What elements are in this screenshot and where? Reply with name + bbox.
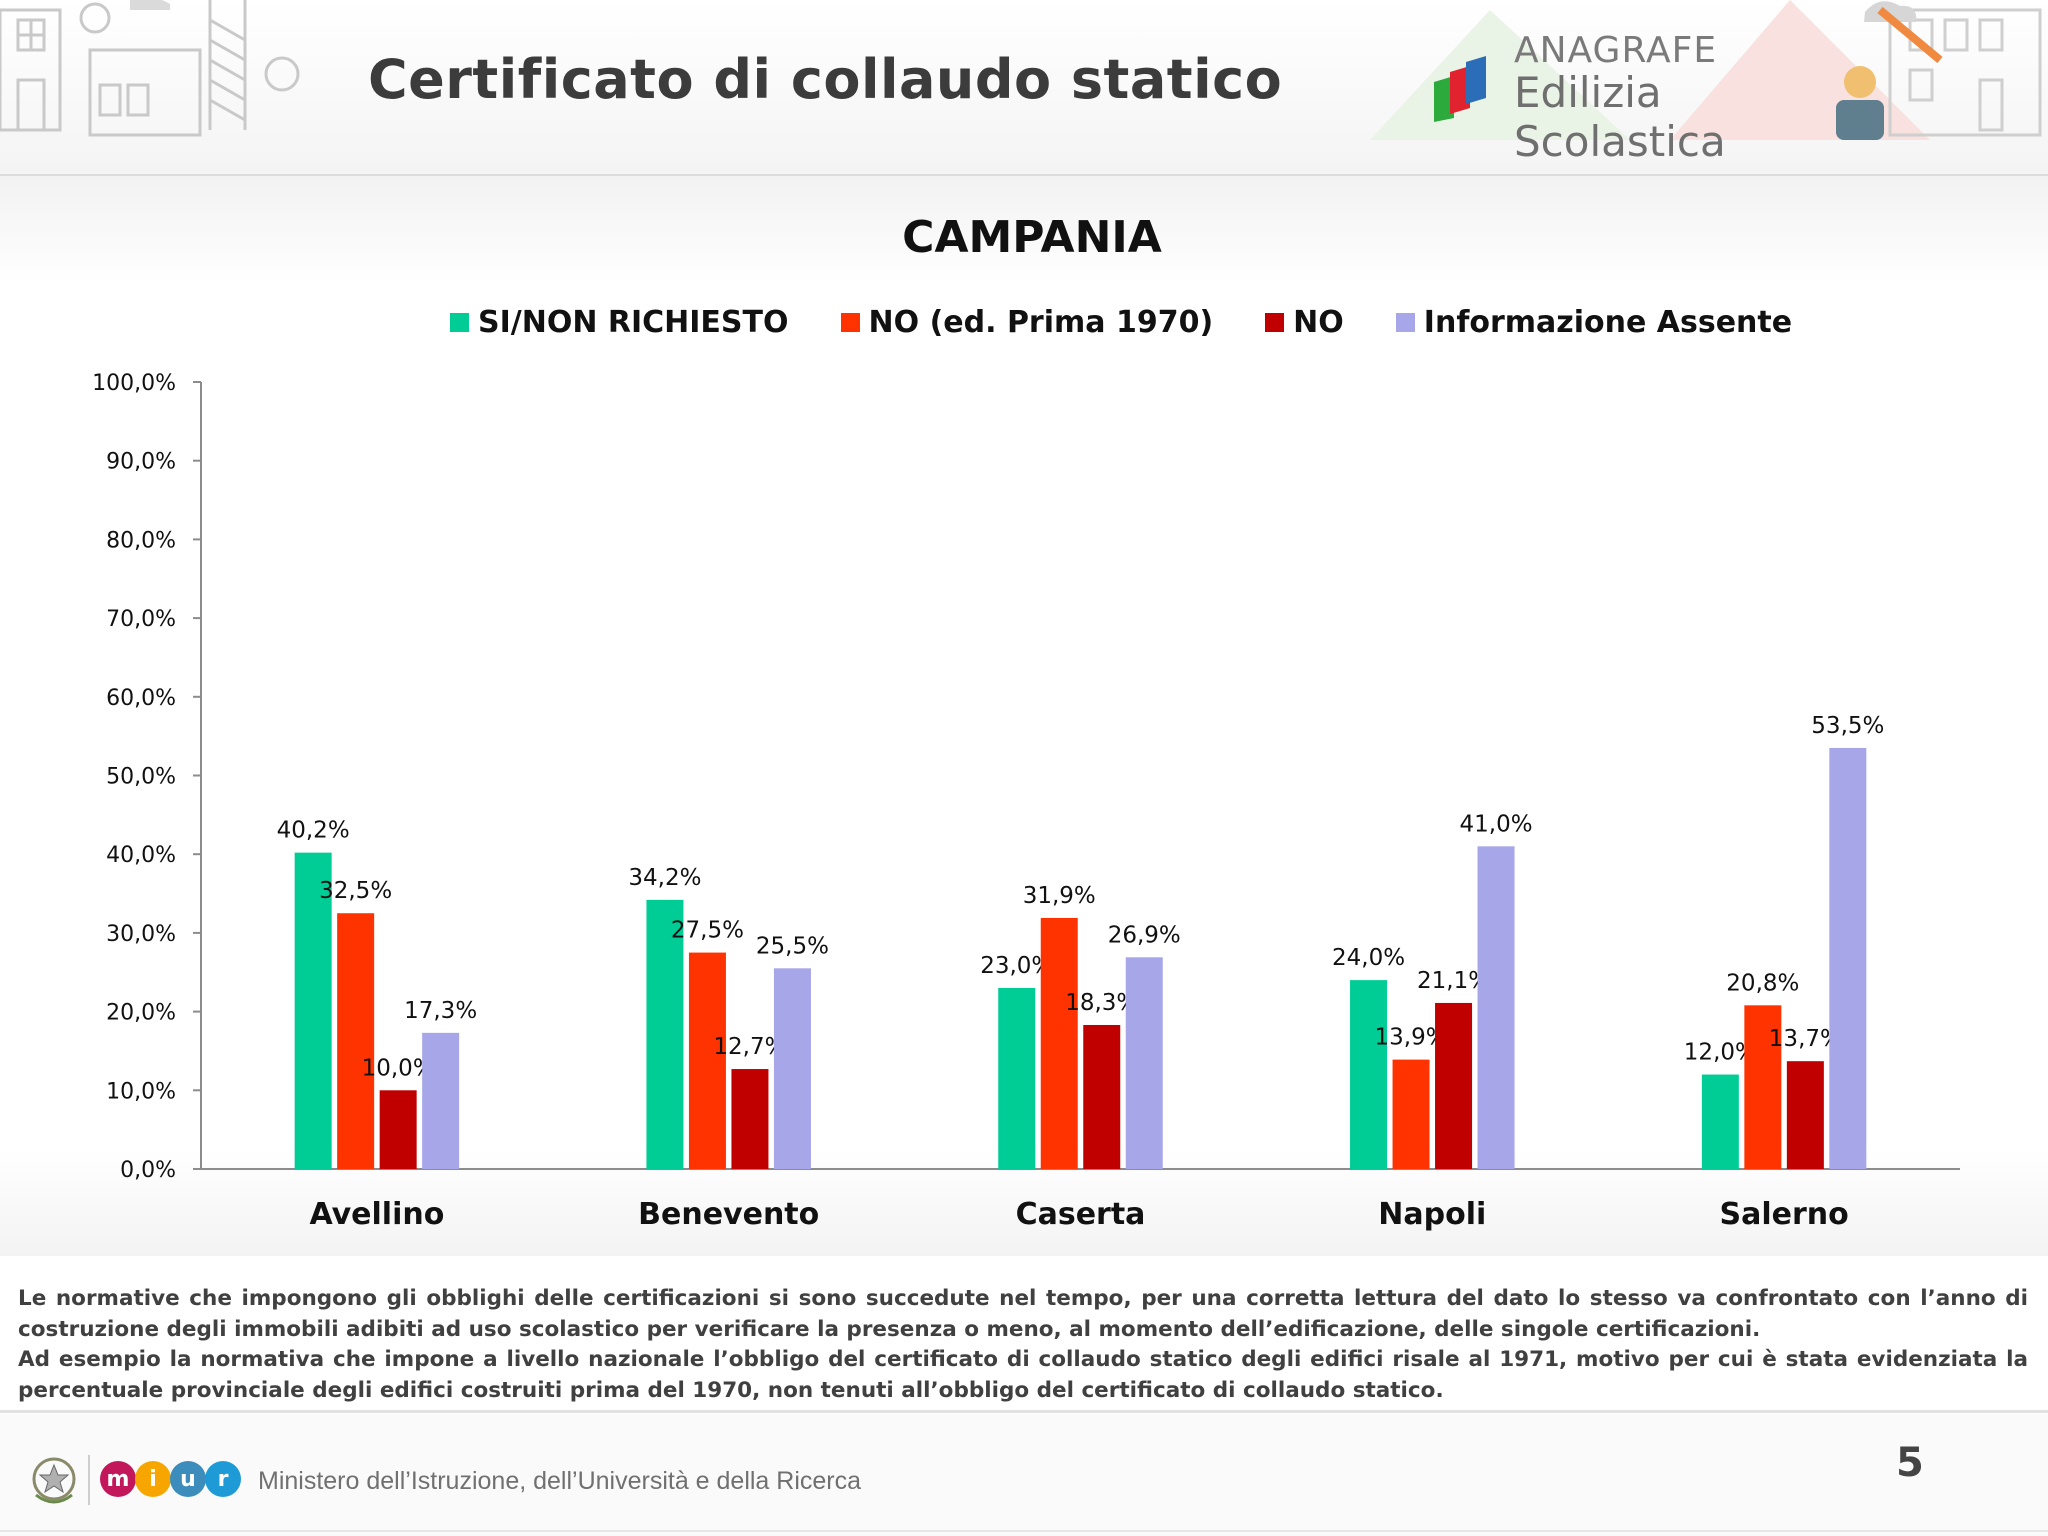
data-label: 17,3% <box>404 998 477 1024</box>
y-tick-label: 80,0% <box>106 528 176 553</box>
data-label: 25,5% <box>756 933 829 959</box>
anagrafe-brand: ANAGRAFE Edilizia Scolastica <box>1428 26 1848 166</box>
bar <box>1786 1061 1824 1169</box>
legend-swatch <box>1265 312 1285 332</box>
data-label: 27,5% <box>671 918 744 944</box>
bar <box>688 952 726 1169</box>
bar <box>1435 1002 1473 1169</box>
legend-item-no: NO <box>1265 305 1344 340</box>
data-label: 40,2% <box>277 818 350 844</box>
anagrafe-logo-icon <box>1434 56 1486 122</box>
data-label: 53,5% <box>1811 713 1884 739</box>
legend-swatch <box>840 312 860 332</box>
data-label: 41,0% <box>1460 811 1533 837</box>
bar <box>646 899 684 1169</box>
school-building-illustration <box>0 0 300 137</box>
y-tick-label: 90,0% <box>106 450 176 475</box>
legend-label: NO <box>1293 304 1344 340</box>
legend-item-no-prima-1970: NO (ed. Prima 1970) <box>840 304 1214 340</box>
bar <box>1125 957 1163 1169</box>
page-number: 5 <box>1896 1440 1924 1486</box>
y-tick-label: 20,0% <box>106 1001 176 1026</box>
legend-label: SI/NON RICHIESTO <box>478 304 789 340</box>
slide-header: Certificato di collaudo statico ANAGRAFE… <box>0 0 2048 176</box>
data-label: 26,9% <box>1108 922 1181 948</box>
bar <box>1477 846 1515 1169</box>
divider <box>0 1530 2048 1532</box>
x-tick-label: Avellino <box>309 1197 444 1232</box>
legend-swatch <box>450 312 469 332</box>
brand-subtitle: Edilizia Scolastica <box>1514 68 1726 166</box>
bar <box>731 1069 769 1169</box>
y-tick-label: 40,0% <box>106 843 176 868</box>
chart-title: CAMPANIA <box>902 212 1162 263</box>
miur-letter: m <box>100 1461 136 1497</box>
legend-label: Informazione Assente <box>1423 304 1793 340</box>
y-tick-label: 10,0% <box>106 1079 176 1104</box>
miur-logo: m i u r <box>100 1461 244 1501</box>
legend-swatch <box>1395 312 1415 332</box>
y-tick-label: 100,0% <box>92 371 176 396</box>
bar <box>379 1090 417 1169</box>
data-label: 34,2% <box>628 865 701 891</box>
bar <box>1829 747 1867 1169</box>
legend-label: NO (ed. Prima 1970) <box>868 304 1214 340</box>
slide-footer <box>0 1414 2048 1536</box>
divider <box>88 1455 90 1505</box>
notes-paragraph-2: Ad esempio la normativa che impone a liv… <box>18 1347 2028 1403</box>
chart-legend: SI/NON RICHIESTO NO (ed. Prima 1970) NO … <box>450 300 1844 344</box>
y-tick-label: 30,0% <box>106 922 176 947</box>
bar <box>1083 1024 1121 1169</box>
miur-letter: u <box>170 1461 206 1497</box>
y-tick-label: 70,0% <box>106 607 176 632</box>
y-tick-label: 0,0% <box>120 1158 176 1183</box>
bar <box>998 987 1036 1169</box>
notes-paragraph-1: Le normative che impongono gli obblighi … <box>18 1286 2028 1342</box>
bar <box>422 1032 460 1169</box>
x-tick-label: Benevento <box>638 1197 819 1232</box>
miur-letter: r <box>205 1461 241 1497</box>
x-tick-label: Napoli <box>1378 1197 1486 1232</box>
bar-chart: 0,0% 10,0% 20,0% 30,0% 40,0% 50,0% 60,0% 70,0% 8… <box>92 371 1960 1232</box>
data-label: 20,8% <box>1726 970 1799 996</box>
italian-republic-emblem-icon <box>32 1457 76 1504</box>
brand-title: ANAGRAFE <box>1514 30 1718 71</box>
bar <box>1392 1059 1430 1169</box>
miur-letter: i <box>135 1461 171 1497</box>
bar <box>1701 1074 1739 1169</box>
y-tick-label: 50,0% <box>106 765 176 790</box>
bar <box>1350 980 1388 1169</box>
bar <box>294 852 332 1169</box>
ministry-name: Ministero dell’Istruzione, dell’Universi… <box>258 1467 862 1495</box>
data-label: 24,0% <box>1332 945 1405 971</box>
bar <box>337 913 375 1169</box>
x-tick-label: Caserta <box>1016 1197 1146 1232</box>
data-label: 32,5% <box>319 878 392 904</box>
bar <box>773 968 811 1169</box>
bar <box>1040 917 1078 1169</box>
legend-item-informazione-assente: Informazione Assente <box>1395 304 1793 340</box>
x-tick-label: Salerno <box>1719 1197 1848 1232</box>
page-title: Certificato di collaudo statico <box>368 48 1283 111</box>
legend-item-si: SI/NON RICHIESTO <box>450 305 789 340</box>
y-tick-label: 60,0% <box>106 686 176 711</box>
data-label: 31,9% <box>1023 883 1096 909</box>
divider <box>0 1410 2048 1413</box>
explanatory-notes: Le normative che impongono gli obblighi … <box>18 1284 2028 1406</box>
bar <box>1744 1005 1782 1169</box>
